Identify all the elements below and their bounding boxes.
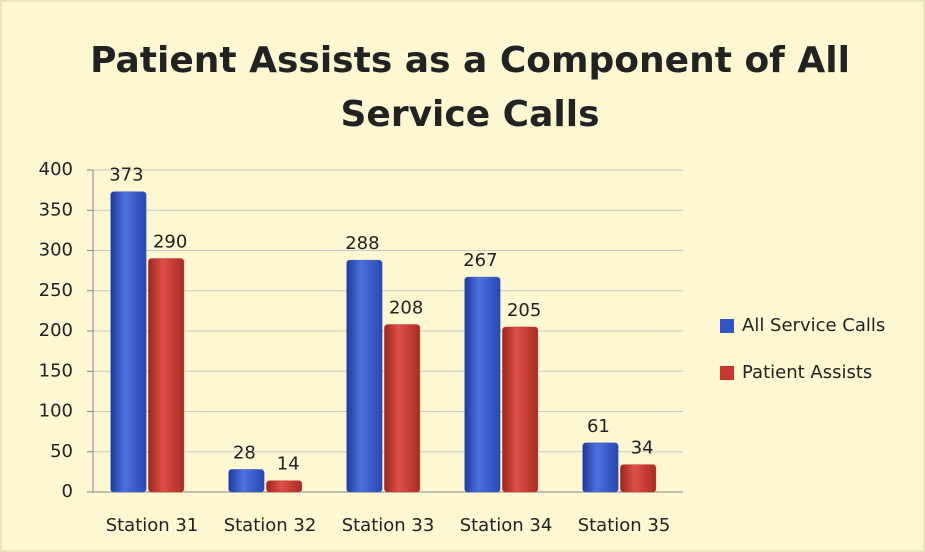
data-label: 28 bbox=[233, 442, 256, 463]
y-tick-label: 400 bbox=[39, 159, 73, 180]
data-label: 208 bbox=[389, 298, 423, 319]
y-tick-label: 150 bbox=[39, 360, 73, 381]
bar bbox=[620, 464, 657, 493]
legend-swatch bbox=[720, 366, 734, 380]
data-label: 205 bbox=[507, 300, 541, 321]
data-label: 34 bbox=[631, 438, 654, 459]
y-tick-label: 350 bbox=[39, 199, 73, 220]
y-tick-label: 100 bbox=[39, 401, 73, 422]
bar bbox=[110, 191, 147, 493]
legend-swatch bbox=[720, 319, 734, 333]
x-tick-label: Station 33 bbox=[342, 515, 435, 536]
y-tick-label: 200 bbox=[39, 320, 73, 341]
data-label: 267 bbox=[463, 250, 497, 271]
y-tick-label: 0 bbox=[62, 481, 73, 502]
x-tick-label: Station 35 bbox=[578, 515, 671, 536]
data-label: 61 bbox=[587, 416, 610, 437]
data-label: 14 bbox=[277, 454, 300, 475]
bar bbox=[148, 258, 185, 493]
bar bbox=[502, 326, 539, 493]
bar bbox=[582, 442, 619, 493]
data-label: 290 bbox=[153, 232, 187, 253]
y-tick-label: 300 bbox=[39, 240, 73, 261]
y-tick-label: 50 bbox=[50, 441, 73, 462]
bar bbox=[266, 480, 303, 493]
y-tick-label: 250 bbox=[39, 280, 73, 301]
chart-title: Patient Assists as a Component of All Se… bbox=[90, 40, 850, 135]
x-tick-label: Station 31 bbox=[106, 515, 199, 536]
legend-label: All Service Calls bbox=[742, 315, 885, 336]
data-label: 288 bbox=[345, 233, 379, 254]
x-tick-label: Station 34 bbox=[460, 515, 553, 536]
data-label: 373 bbox=[109, 165, 143, 186]
bar bbox=[228, 469, 265, 493]
bar bbox=[464, 276, 501, 493]
bar bbox=[346, 259, 383, 493]
legend-label: Patient Assists bbox=[742, 362, 872, 383]
x-tick-label: Station 32 bbox=[224, 515, 317, 536]
bar bbox=[384, 324, 421, 493]
